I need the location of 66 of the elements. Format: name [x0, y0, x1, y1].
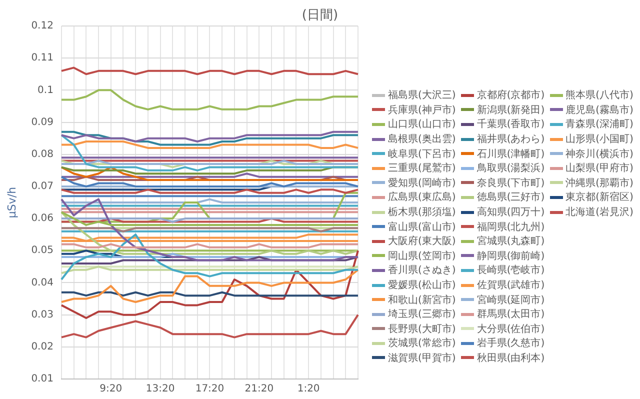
legend-label: 兵庫県(神戸市) [388, 104, 456, 117]
legend-label: 石川県(津幡町) [476, 148, 545, 161]
legend-label: 島根県(奥出雲) [388, 132, 456, 146]
y-tick-label: 0.1 [38, 84, 54, 96]
legend-label: 群馬県(太田市) [476, 308, 545, 322]
legend-label: 神奈川(横浜市) [566, 148, 634, 161]
y-axis-title: μSv/h [5, 186, 18, 218]
legend-label: 山形県(小国町) [566, 132, 634, 146]
legend-label: 和歌山(新宮市) [388, 294, 456, 307]
legend-label: 新潟県(新発田) [476, 104, 545, 117]
legend-label: 広島県(東広島) [388, 190, 456, 204]
y-tick-label: 0.09 [31, 116, 54, 128]
legend-label: 高知県(四万十) [476, 206, 545, 220]
legend-label: 富山県(富山市) [388, 220, 456, 234]
legend-label: 奈良県(下市町) [476, 176, 545, 190]
legend-label: 愛知県(岡崎市) [388, 176, 456, 190]
chart-title: (日間) [302, 8, 338, 23]
y-tick-label: 0.12 [31, 20, 54, 32]
legend-label: 大阪府(東大阪) [388, 234, 456, 248]
y-tick-label: 0.05 [31, 245, 54, 256]
legend-label: 鹿児島(霧島市) [566, 104, 634, 117]
legend-label: 東京都(新宿区) [566, 190, 634, 204]
legend-label: 青森県(深浦町) [566, 118, 634, 132]
y-tick-label: 0.07 [31, 181, 54, 192]
y-tick-label: 0.03 [31, 309, 54, 320]
legend-label: 宮城県(丸森町) [476, 234, 545, 248]
y-tick-label: 0.11 [31, 52, 54, 64]
legend-label: 長崎県(壱岐市) [476, 264, 545, 278]
legend-label: 大分県(佐伯市) [476, 322, 545, 336]
legend-label: 三重県(尾鷲市) [388, 162, 456, 176]
y-tick-label: 0.02 [31, 342, 54, 353]
legend-label: 滋賀県(甲賀市) [388, 352, 456, 365]
legend-label: 佐賀県(武雄市) [476, 278, 545, 292]
legend-label: 福井県(あわら) [476, 132, 545, 146]
legend-label: 沖縄県(那覇市) [566, 176, 634, 190]
legend-label: 茨城県(常総市) [388, 336, 456, 350]
legend-label: 愛媛県(松山市) [388, 278, 456, 292]
y-tick-label: 0.06 [31, 213, 54, 224]
legend-label: 北海道(岩見沢) [566, 206, 634, 220]
x-tick-label: 9:20 [100, 384, 122, 395]
legend-label: 岡山県(笠岡市) [388, 250, 456, 263]
x-tick-label: 17:20 [195, 384, 224, 395]
y-tick-label: 0.01 [31, 374, 54, 385]
legend-label: 熊本県(八代市) [566, 88, 634, 102]
x-tick-label: 1:20 [297, 384, 320, 395]
legend-label: 岐阜県(下呂市) [388, 148, 456, 161]
legend-label: 千葉県(香取市) [476, 118, 545, 132]
y-tick-label: 0.08 [31, 148, 54, 160]
legend-label: 香川県(さぬき) [388, 264, 456, 278]
legend-label: 栃木県(那須塩) [388, 206, 456, 220]
legend-label: 徳島県(三好市) [476, 190, 545, 204]
legend-label: 静岡県(御前崎) [476, 250, 545, 263]
y-tick-label: 0.04 [31, 277, 54, 288]
legend-label: 長野県(大町市) [388, 322, 456, 336]
legend-label: 福島県(大沢三) [388, 88, 456, 102]
legend-label: 山梨県(甲府市) [566, 162, 634, 176]
legend-label: 山口県(山口市) [388, 118, 456, 132]
legend-label: 埼玉県(三郷市) [388, 308, 456, 322]
legend-label: 鳥取県(湯梨浜) [476, 162, 545, 176]
legend-label: 秋田県(由利本) [476, 352, 545, 365]
x-tick-label: 21:20 [244, 384, 274, 395]
legend-label: 宮崎県(延岡市) [476, 294, 545, 307]
x-tick-label: 13:20 [146, 384, 175, 395]
legend-label: 京都府(京都市) [476, 88, 545, 102]
legend-label: 福岡県(北九州) [476, 220, 545, 234]
legend-label: 岩手県(久慈市) [476, 336, 545, 350]
